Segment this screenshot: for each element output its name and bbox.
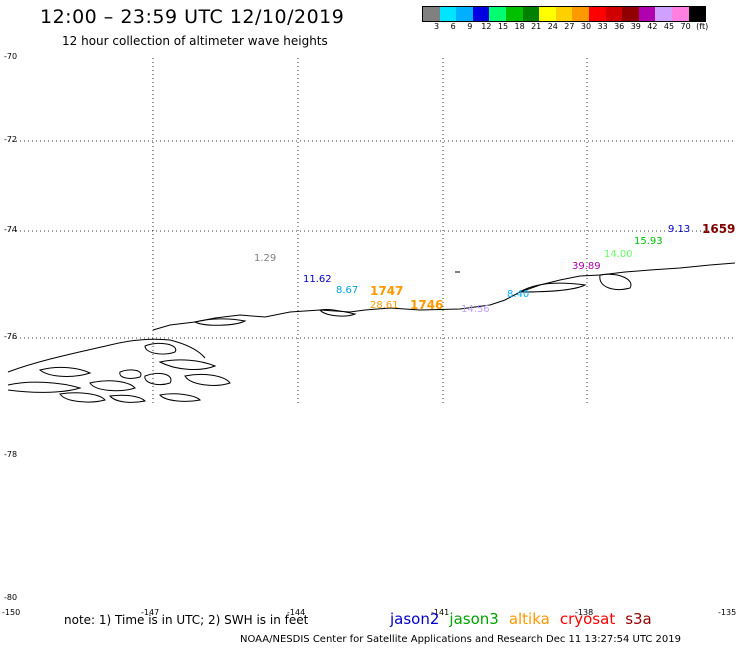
satellite-legend-item: cryosat <box>559 610 616 628</box>
color-scale-label: 36 <box>614 22 625 31</box>
wave-reading: 11.62 <box>303 274 332 285</box>
color-swatch <box>605 7 623 21</box>
coast-island-7 <box>144 372 172 386</box>
color-scale-label: 15 <box>497 22 509 31</box>
color-swatch <box>539 7 556 21</box>
color-scale-label: 70 <box>680 22 691 31</box>
color-swatch <box>588 7 606 21</box>
wave-reading-time: 1747 <box>370 284 404 298</box>
wave-reading: 14.00 <box>604 249 633 260</box>
credit-line: NOAA/NESDIS Center for Satellite Applica… <box>240 634 682 645</box>
lat-label-76: -76 <box>4 332 18 341</box>
ice-shelf-edge <box>152 262 736 331</box>
coast-island-1 <box>193 318 247 326</box>
lon-label-147: -147 <box>141 608 160 617</box>
color-scale-label: 30 <box>580 22 592 31</box>
color-scale-bar <box>422 6 707 22</box>
coast-island-6 <box>119 369 142 379</box>
color-swatch <box>489 7 506 21</box>
color-swatch <box>439 7 457 21</box>
color-scale-label: 39 <box>630 22 641 31</box>
map-subtitle: 12 hour collection of altimeter wave hei… <box>62 34 328 48</box>
coast-loop-2 <box>599 273 632 290</box>
coast-west-1 <box>7 338 206 373</box>
color-scale-label: 9 <box>467 22 473 31</box>
wave-reading-time: 1746 <box>410 298 444 312</box>
color-swatch <box>423 7 440 21</box>
color-swatch <box>505 7 523 21</box>
lon-label-138: -138 <box>575 608 594 617</box>
lon-label-150: -150 <box>2 608 21 617</box>
color-swatch <box>688 7 706 21</box>
satellite-legend-item: jason2 <box>390 610 440 628</box>
wave-reading: 39.89 <box>572 261 601 272</box>
wave-reading: 8.40 <box>507 289 530 300</box>
color-scale-label: 33 <box>597 22 608 31</box>
lat-label-70: -70 <box>4 52 18 61</box>
color-swatch <box>522 7 540 21</box>
color-swatch <box>655 7 672 21</box>
coast-island-11 <box>59 392 106 403</box>
satellite-legend-item: altika <box>508 610 550 628</box>
satellite-legend-item: jason3 <box>449 610 499 628</box>
color-scale-label: 24 <box>547 22 558 31</box>
wave-reading: 9.13 <box>668 224 691 235</box>
wave-reading: 15.93 <box>634 236 663 247</box>
color-scale-label: 27 <box>564 22 575 31</box>
color-scale-label: 42 <box>647 22 658 31</box>
lon-label-141: -141 <box>431 608 450 617</box>
color-scale-label: 45 <box>663 22 675 31</box>
lat-label-80: -80 <box>4 593 18 602</box>
color-swatch <box>638 7 656 21</box>
lat-label-72: -72 <box>4 135 18 144</box>
coast-island-3 <box>144 342 177 355</box>
lon-label-135: -135 <box>718 608 737 617</box>
coast-island-2 <box>319 309 357 317</box>
color-scale-label: 18 <box>514 22 525 31</box>
color-scale-label: 12 <box>481 22 492 31</box>
coast-island-9 <box>7 381 82 393</box>
color-swatch <box>472 7 490 21</box>
coast-island-8 <box>184 373 231 386</box>
wave-reading: 14.56 <box>461 304 490 315</box>
color-swatch <box>456 7 473 21</box>
map-title: 12:00 – 23:59 UTC 12/10/2019 <box>40 6 345 28</box>
coastline <box>7 262 736 403</box>
color-swatch <box>671 7 689 21</box>
wave-reading: 8.67 <box>336 285 359 296</box>
color-scale-label: 6 <box>450 22 456 31</box>
coast-island-12 <box>109 394 147 403</box>
color-swatch <box>622 7 639 21</box>
color-scale-label: 21 <box>531 22 542 31</box>
lon-label-144: -144 <box>287 608 306 617</box>
color-scale-label: (ft) <box>696 22 709 31</box>
footnote: note: 1) Time is in UTC; 2) SWH is in fe… <box>64 613 309 627</box>
coast-island-4 <box>158 359 217 370</box>
graticule <box>8 58 735 405</box>
satellite-legend-item: s3a <box>625 610 652 628</box>
coast-island-10 <box>89 380 136 392</box>
lat-label-78: -78 <box>4 450 18 459</box>
lat-label-74: -74 <box>4 225 18 234</box>
wave-reading-time: 1659 <box>702 222 736 236</box>
wave-reading: 1.29 <box>254 253 277 264</box>
color-swatch <box>555 7 573 21</box>
color-scale-label: 3 <box>434 22 440 31</box>
satellite-legend: jason2 jason3 altika cryosat s3a <box>390 610 662 628</box>
coast-island-5 <box>38 366 92 377</box>
coast-loop-1 <box>518 282 587 293</box>
color-scale-labels: 3 6 9 12 15 18 21 24 27 30 33 36 39 42 45 70 (ft) <box>422 22 740 34</box>
wave-reading: 28.61 <box>370 300 399 311</box>
coast-island-13 <box>159 393 202 402</box>
color-swatch <box>572 7 589 21</box>
